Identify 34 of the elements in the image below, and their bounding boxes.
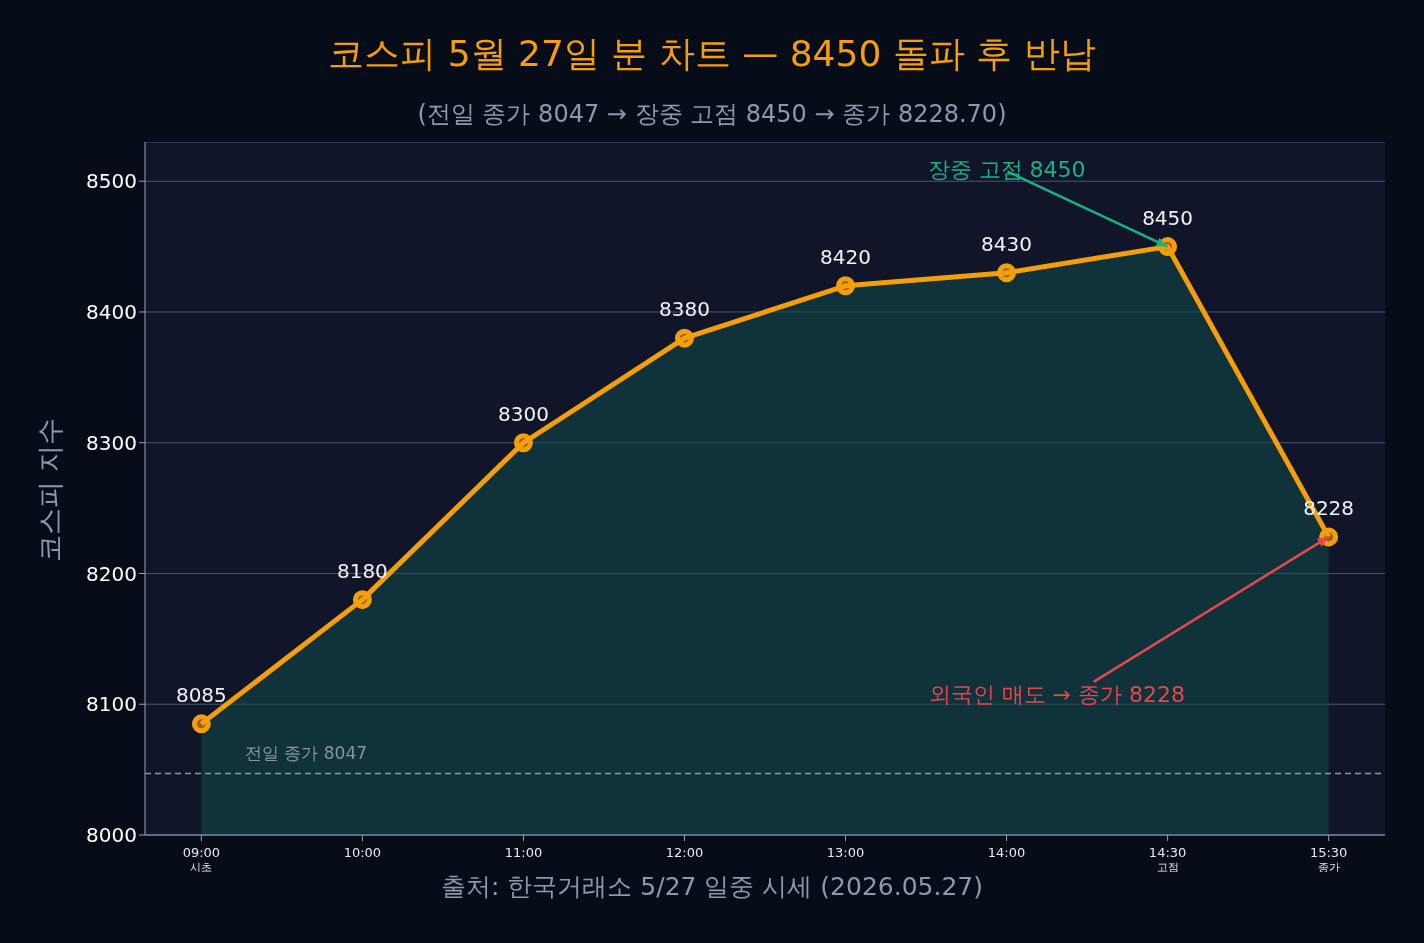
- y-tick-label: 8400: [86, 300, 137, 325]
- data-label: 8420: [820, 244, 871, 269]
- y-tick-label: 8100: [86, 692, 137, 717]
- x-tick-label: 14:00: [987, 845, 1026, 860]
- y-tick-label: 8500: [86, 169, 137, 194]
- data-label: 8085: [175, 682, 227, 707]
- x-tick-label: 14:30 고점: [1148, 845, 1187, 874]
- x-tick-label: 09:00 시초: [182, 845, 221, 874]
- y-tick-label: 8200: [86, 561, 137, 586]
- point: [191, 714, 211, 734]
- x-tick-label: 11:00: [504, 845, 543, 860]
- source-note: 출처: 한국거래소 5/27 일중 시세 (2026.05.27): [441, 872, 983, 901]
- y-tick-label: 8000: [86, 823, 137, 848]
- chart-subtitle: (전일 종가 8047 → 장중 고점 8450 → 종가 8228.70): [416, 99, 1008, 130]
- data-label: 8430: [981, 231, 1033, 256]
- point: [836, 276, 856, 296]
- x-tick-label: 10:00: [343, 845, 382, 860]
- y-axis-title: 코스피 지수: [33, 418, 66, 562]
- point: [997, 263, 1017, 283]
- data-label: 8300: [497, 401, 549, 426]
- ref-line-label: 전일 종가 8047: [245, 742, 368, 763]
- annotation: 외국인 매도 → 종가 8228: [928, 681, 1186, 707]
- data-label: 8450: [1142, 205, 1194, 230]
- data-label: 8180: [336, 558, 388, 583]
- x-tick-label: 12:00: [665, 845, 704, 860]
- chart-title: 코스피 5월 27일 분 차트 — 8450 돌파 후 반납: [327, 32, 1097, 76]
- x-tick-label: 15:30 종가: [1309, 845, 1348, 874]
- y-tick-label: 8300: [86, 430, 137, 455]
- annotation: 장중 고점 8450: [927, 156, 1086, 182]
- point: [352, 590, 372, 610]
- data-label: 8380: [659, 297, 710, 322]
- point: [674, 328, 694, 348]
- point: [513, 433, 533, 453]
- x-tick-label: 13:00: [826, 845, 865, 860]
